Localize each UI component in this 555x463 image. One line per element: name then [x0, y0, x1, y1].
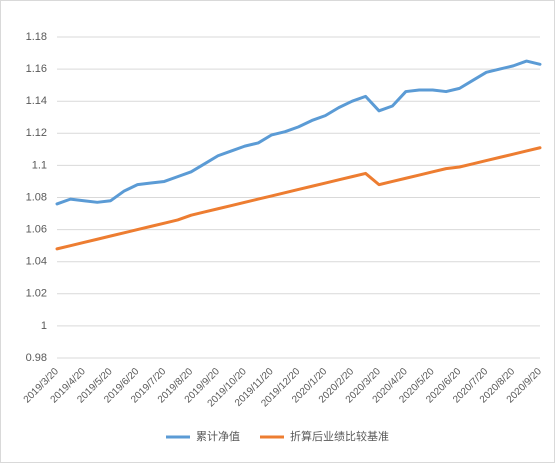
y-tick-label: 1.18: [26, 31, 47, 43]
y-tick-label: 1.08: [26, 191, 47, 203]
y-tick-label: 1.12: [26, 127, 47, 139]
y-tick-label: 0.98: [26, 352, 47, 364]
series-line: [55, 59, 542, 206]
y-tick-label: 1: [41, 320, 47, 332]
y-tick-label: 1.1: [32, 159, 47, 171]
legend-label: 折算后业绩比较基准: [290, 429, 389, 443]
legend-label: 累计净值: [196, 429, 240, 443]
series-line: [55, 146, 542, 251]
y-tick-label: 1.14: [26, 95, 47, 107]
y-tick-label: 1.06: [26, 224, 47, 236]
y-tick-label: 1.02: [26, 288, 47, 300]
y-tick-label: 1.04: [26, 256, 47, 268]
y-tick-label: 1.16: [26, 63, 47, 75]
